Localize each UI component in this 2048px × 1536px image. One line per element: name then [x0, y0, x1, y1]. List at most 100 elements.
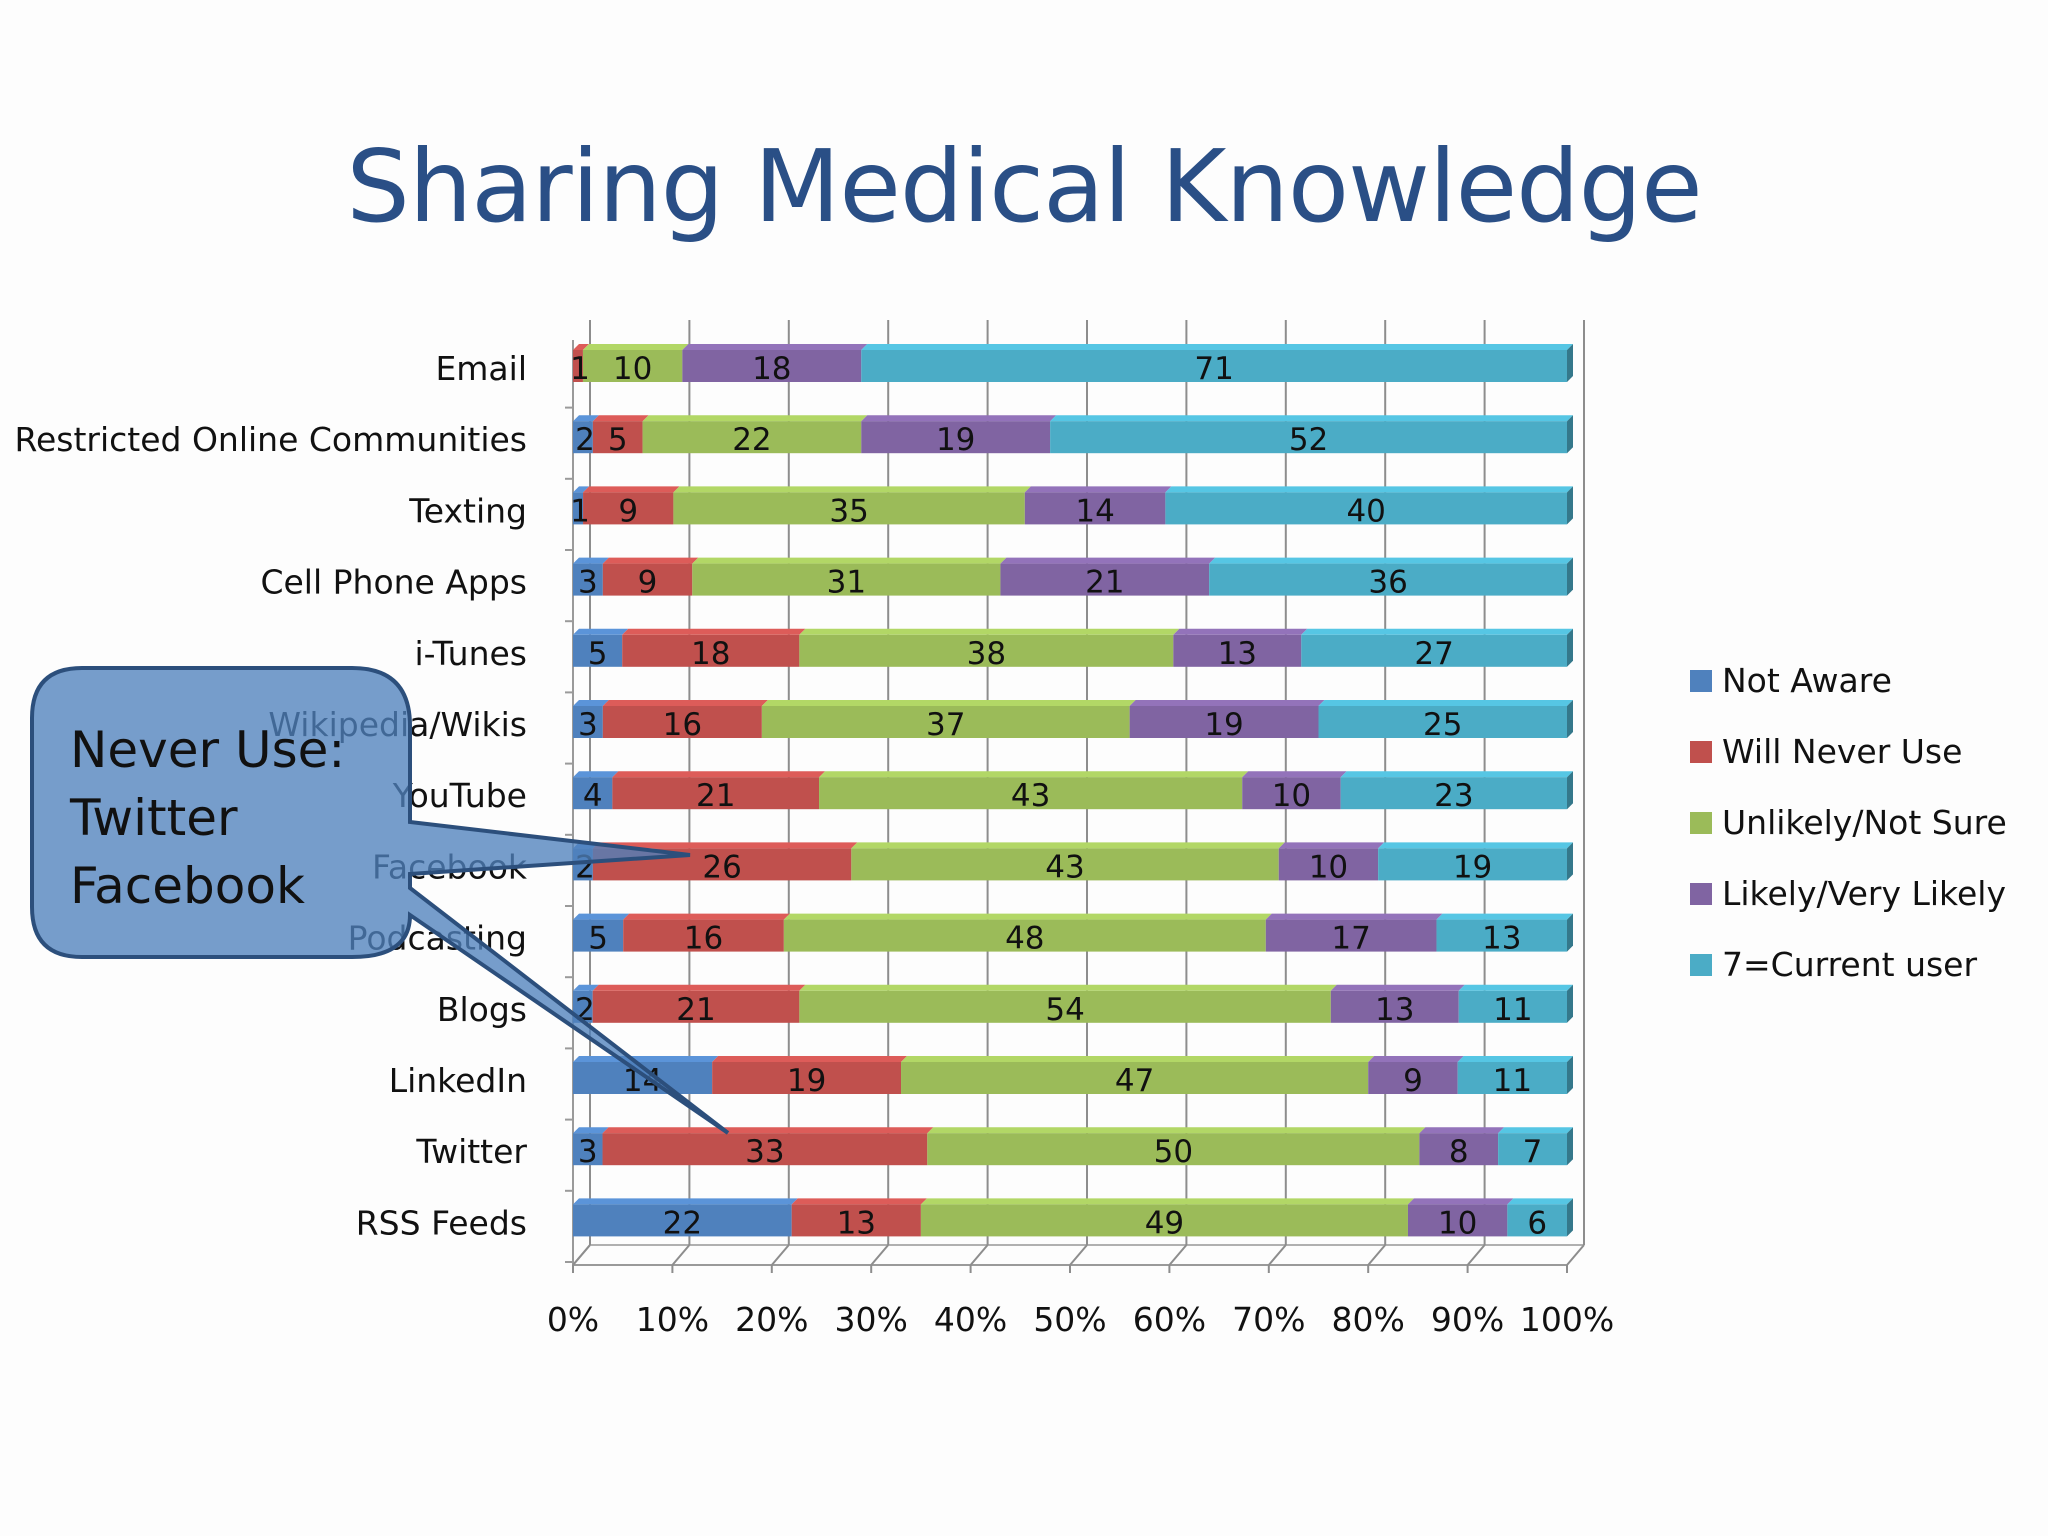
bar-top-face [622, 628, 806, 635]
x-tick-label: 20% [735, 1300, 808, 1339]
data-label: 5 [588, 921, 608, 957]
bar-top-face [612, 771, 826, 778]
bar-segment [602, 1133, 928, 1166]
data-label: 16 [663, 707, 702, 743]
bar-segment [1507, 1204, 1567, 1237]
data-label: 21 [696, 778, 735, 814]
bar-segment [799, 634, 1174, 667]
data-label: 37 [926, 707, 965, 743]
bar-segment [1024, 492, 1166, 525]
bar-segment [1457, 1062, 1567, 1094]
bar-segment [573, 919, 624, 952]
bar-top-face [761, 700, 1136, 706]
bar-top-face [799, 628, 1180, 635]
bar-top-face [1457, 1056, 1573, 1062]
bar-segment [573, 563, 603, 596]
data-label: 54 [1045, 992, 1084, 1028]
bar-top-face [1165, 486, 1573, 493]
bar-segment [1209, 563, 1567, 596]
bar-segment [920, 1204, 1408, 1237]
bar-segment [682, 350, 862, 382]
bar-segment [592, 421, 643, 454]
data-label: 19 [1204, 707, 1243, 743]
bar-segment [1000, 563, 1210, 596]
bar-top-face [1129, 700, 1325, 706]
bar-top-face [592, 984, 806, 991]
data-label: 31 [827, 565, 866, 601]
bar-segment [861, 421, 1051, 454]
bar-top-face [573, 1198, 798, 1205]
bar-segment [573, 492, 584, 525]
bar-top-face [1050, 415, 1573, 422]
data-label: 17 [1331, 921, 1370, 957]
bar-top-face [592, 415, 649, 422]
data-label: 18 [752, 351, 791, 387]
legend-label: Not Aware [1722, 661, 1892, 700]
data-label: 35 [829, 493, 868, 529]
category-label: Texting [408, 491, 527, 530]
bar-top-face [1209, 557, 1573, 564]
gridline-floor [1268, 1244, 1287, 1266]
bar-top-face [927, 1127, 1426, 1134]
legend-swatch [1690, 812, 1712, 834]
data-label: 13 [1482, 921, 1521, 957]
bar-end-face [1567, 984, 1573, 1023]
callout-line-1: Never Use: [70, 721, 345, 779]
bar-segment [1050, 421, 1567, 454]
bar-top-face [920, 1198, 1414, 1205]
bar-top-face [573, 628, 629, 635]
bar-top-face [573, 700, 609, 706]
x-tick-label: 50% [1033, 1300, 1106, 1339]
bar-top-face [573, 415, 599, 422]
bar-top-face [1498, 1127, 1573, 1134]
data-label: 19 [936, 422, 975, 458]
data-label: 27 [1414, 636, 1453, 672]
bar-segment [819, 777, 1243, 810]
bar-segment [901, 1062, 1369, 1094]
bar-segment [573, 706, 603, 738]
data-label: 6 [1527, 1205, 1547, 1241]
data-label: 13 [1375, 992, 1414, 1028]
x-tick-label: 80% [1332, 1300, 1405, 1339]
bar-top-face [692, 557, 1007, 564]
bar-top-face [1458, 984, 1573, 991]
bar-top-face [861, 415, 1057, 422]
bar-segment [1498, 1133, 1567, 1166]
bar-top-face [819, 771, 1249, 778]
data-label: 49 [1145, 1205, 1184, 1241]
gridline-floor [671, 1244, 691, 1266]
data-label: 19 [787, 1063, 826, 1099]
data-label: 21 [1085, 565, 1124, 601]
bar-top-face [1318, 700, 1573, 706]
data-label: 8 [1449, 1134, 1469, 1170]
bar-top-face [901, 1056, 1375, 1062]
bar-end-face [1567, 1056, 1573, 1094]
data-label: 52 [1289, 422, 1328, 458]
gridline-floor [1466, 1244, 1486, 1266]
bar-end-face [1567, 700, 1573, 738]
bar-top-face [1000, 557, 1216, 564]
data-label: 7 [1523, 1134, 1543, 1170]
gridline-floor [1069, 1244, 1088, 1266]
bar-segment [1407, 1204, 1508, 1237]
bar-segment [573, 1133, 603, 1166]
bar-top-face [602, 700, 768, 706]
data-label: 5 [608, 422, 628, 458]
bar-top-face [1378, 842, 1573, 849]
bar-end-face [1567, 771, 1573, 810]
bar-top-face [1278, 842, 1385, 849]
bar-segment [851, 848, 1279, 881]
bar-segment [602, 706, 762, 738]
data-label: 21 [676, 992, 715, 1028]
data-label: 48 [1005, 921, 1044, 957]
data-label: 43 [1045, 849, 1084, 885]
bar-segment [761, 706, 1130, 738]
data-label: 38 [967, 636, 1006, 672]
data-label: 1 [570, 493, 590, 529]
x-tick-label: 70% [1232, 1300, 1305, 1339]
data-label: 16 [684, 921, 723, 957]
data-label: 5 [588, 636, 608, 672]
gridline-floor [572, 1244, 591, 1266]
bar-segment [861, 350, 1567, 382]
